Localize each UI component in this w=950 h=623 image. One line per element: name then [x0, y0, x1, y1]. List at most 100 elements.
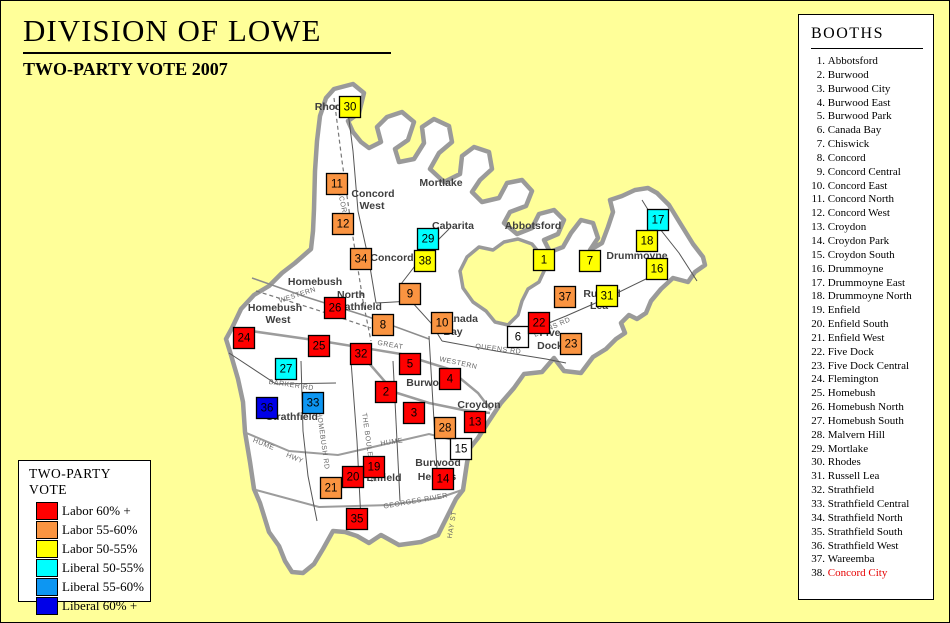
booth-list-item: 25. Homebush [811, 387, 876, 400]
booth-list-item: 38. Concord City [811, 567, 888, 580]
booth-list-item: 32. Strathfield [811, 484, 875, 497]
booth-marker: 38 [413, 249, 437, 273]
booth-marker-number: 25 [313, 341, 326, 353]
booth-marker: 19 [362, 455, 386, 479]
booth-marker-number: 7 [587, 256, 593, 268]
booth-list-item: 24. Flemington [811, 373, 879, 386]
booth-marker-number: 29 [422, 234, 435, 246]
booth-marker: 21 [319, 476, 343, 500]
booth-list-item: 17. Drummoyne East [811, 276, 906, 289]
booth-marker-number: 34 [355, 254, 368, 266]
booth-marker: 37 [553, 285, 577, 309]
booth-list-item: 31. Russell Lea [811, 470, 880, 483]
booth-marker: 18 [635, 229, 659, 253]
booth-marker: 36 [255, 396, 279, 420]
booth-list-item: 9. Concord Central [816, 165, 901, 178]
booth-list-item: 10. Concord East [811, 179, 888, 192]
booths-list: 1. Abbotsford 2. Burwood 3. Burwood City 4.… [803, 55, 929, 581]
booth-marker-number: 17 [652, 215, 665, 227]
booth-marker: 14 [431, 467, 455, 491]
suburb-label: West [360, 200, 385, 212]
booth-marker: 23 [559, 332, 583, 356]
booth-list-item: 27. Homebush South [811, 414, 904, 427]
suburb-label: Homebush [248, 302, 302, 314]
booth-marker-number: 33 [307, 398, 320, 410]
suburb-label: Dock [537, 340, 563, 352]
road-label: HUME [380, 437, 403, 447]
booth-marker: 2 [374, 380, 398, 404]
booth-list-item: 4. Burwood East [816, 96, 891, 109]
booth-marker: 24 [232, 326, 256, 350]
suburb-label: Concord [351, 188, 394, 200]
road-label: GREAT [377, 340, 404, 351]
booth-marker-number: 18 [641, 236, 654, 248]
booth-marker-number: 28 [439, 423, 452, 435]
booth-marker-number: 12 [337, 219, 350, 231]
legend-label: Labor 60% + [62, 502, 131, 518]
legend-entry: Liberal 55-60% [36, 577, 150, 596]
booth-marker-number: 6 [515, 332, 521, 344]
booth-list-item: 29. Mortlake [811, 442, 869, 455]
booth-marker: 33 [301, 391, 325, 415]
booth-marker-number: 35 [351, 514, 364, 526]
legend-panel: TWO-PARTY VOTE Labor 60% + Labor 55-60% La… [18, 460, 151, 615]
header: DIVISION OF LOWE TWO-PARTY VOTE 2007 [23, 13, 403, 80]
legend-swatch [36, 558, 58, 577]
booth-list-item: 37. Wareemba [811, 553, 875, 566]
booth-marker: 28 [433, 416, 457, 440]
booth-marker-number: 11 [331, 179, 343, 191]
booth-marker: 22 [527, 311, 551, 335]
suburb-label: Homebush [288, 276, 342, 288]
booth-marker-number: 24 [238, 333, 251, 345]
booth-marker-number: 36 [261, 403, 274, 415]
booth-marker: 25 [307, 334, 331, 358]
legend-label: Liberal 55-60% [62, 578, 144, 594]
booth-list-item: 26. Homebush North [811, 401, 904, 414]
booth-marker-number: 16 [651, 264, 664, 276]
booth-list-item: 23. Five Dock Central [811, 359, 910, 372]
booth-marker: 9 [398, 282, 422, 306]
booth-list-item: 13. Croydon [811, 221, 867, 234]
booths-title: BOOTHS [811, 25, 923, 49]
legend-entry: Labor 60% + [36, 501, 150, 520]
booth-marker-number: 9 [407, 289, 413, 301]
booth-marker-number: 8 [380, 320, 386, 332]
legend-entry: Liberal 60% + [36, 596, 150, 615]
suburb-label: Burwood [415, 457, 461, 469]
booth-marker-number: 37 [559, 292, 572, 304]
suburb-label: Cabarita [432, 220, 474, 232]
road-label: HAY ST [447, 510, 459, 539]
booth-marker-number: 2 [383, 387, 389, 399]
booth-marker-number: 19 [368, 462, 381, 474]
booths-panel: BOOTHS 1. Abbotsford 2. Burwood 3. Burwood… [798, 14, 934, 600]
legend-label: Liberal 50-55% [62, 559, 144, 575]
booth-marker-number: 26 [329, 303, 342, 315]
booth-list-item: 6. Canada Bay [816, 124, 882, 137]
booth-list-item: 18. Drummoyne North [811, 290, 912, 303]
booth-marker-number: 4 [447, 374, 454, 386]
page-subtitle: TWO-PARTY VOTE 2007 [23, 59, 228, 79]
legend-swatch [36, 501, 58, 520]
legend-label: Liberal 60% + [62, 597, 138, 613]
booth-marker: 16 [645, 257, 669, 281]
booth-marker-number: 32 [355, 349, 368, 361]
suburb-label: Mortlake [419, 177, 462, 189]
booth-marker-number: 13 [469, 417, 482, 429]
legend-swatch [36, 577, 58, 596]
suburb-label: West [266, 314, 291, 326]
suburb-label: Concord [370, 252, 413, 264]
booth-list-item: 19. Enfield [811, 304, 861, 317]
booth-marker-number: 27 [280, 364, 293, 376]
legend-label: Labor 50-55% [62, 540, 138, 556]
legend-entries: Labor 60% + Labor 55-60% Labor 50-55% Liber… [19, 501, 150, 615]
booth-list-item: 3. Burwood City [816, 82, 891, 95]
booth-list-item: 8. Concord [816, 151, 866, 164]
booth-marker: 6 [506, 325, 530, 349]
booth-list-item: 20. Enfield South [811, 318, 889, 331]
booth-list-item: 5. Burwood Park [816, 110, 892, 123]
booth-list-item: 12. Concord West [811, 207, 890, 220]
bay-water [458, 237, 547, 327]
booth-marker-number: 15 [455, 444, 468, 456]
